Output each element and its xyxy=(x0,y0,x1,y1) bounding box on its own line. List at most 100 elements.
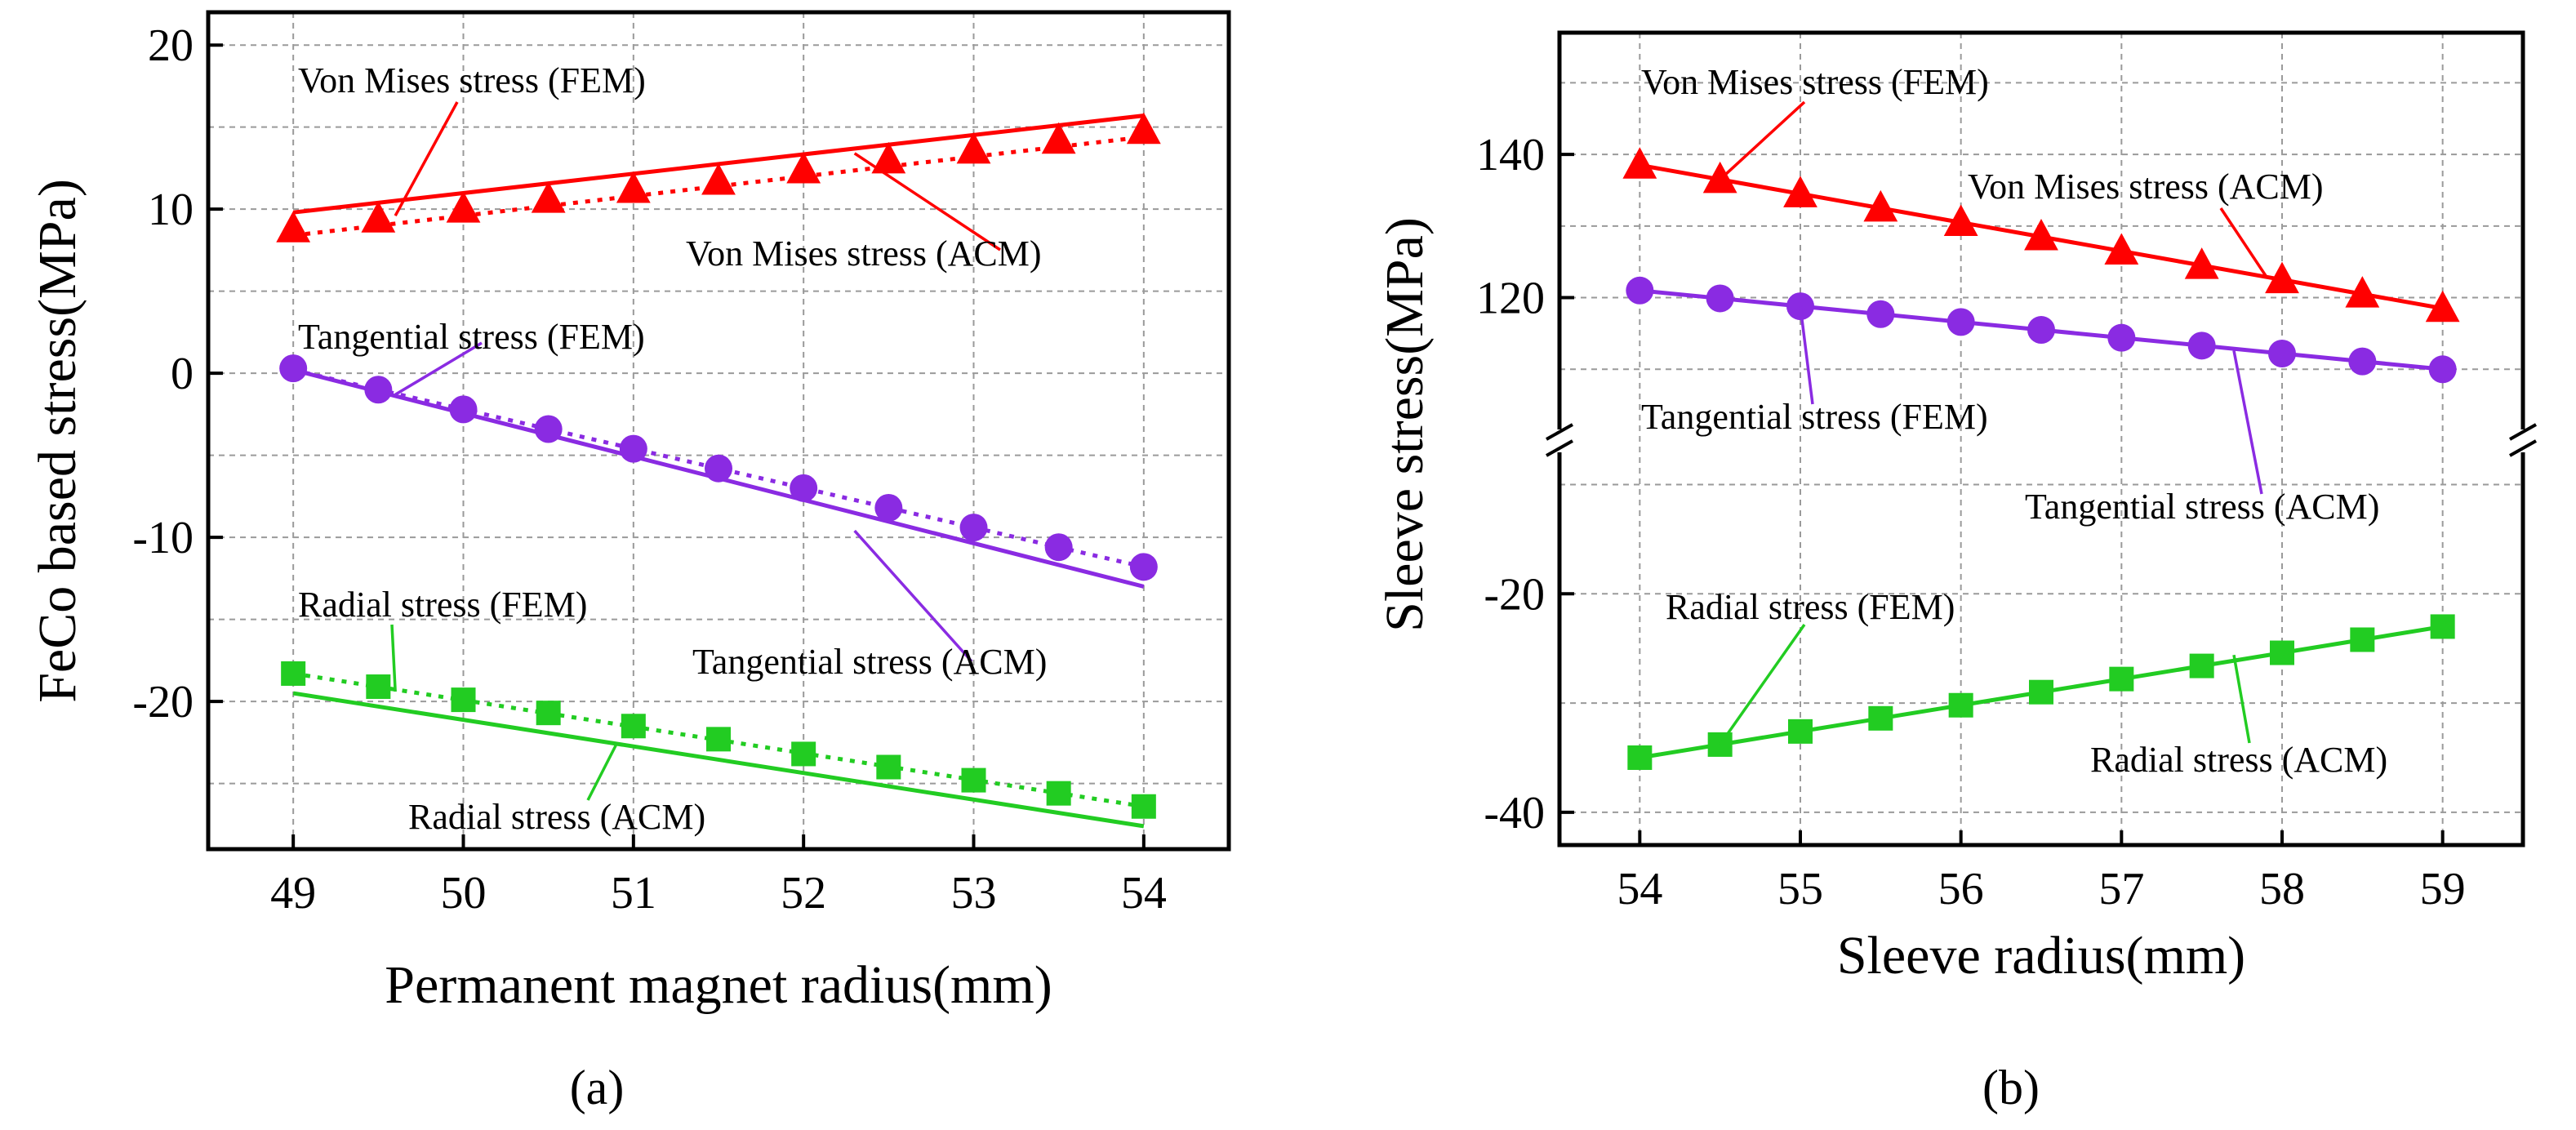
panel-a-von-mises-stress-fem-marker-8 xyxy=(956,131,991,164)
panel-a-annotations: Von Mises stress (FEM) Von Mises stress (… xyxy=(298,60,1047,837)
panel-a-annotation-label-5: Radial stress (ACM) xyxy=(408,797,705,837)
panel-a-tangential-stress-fem-marker-2 xyxy=(449,395,478,424)
panel-b-x-axis-title: Sleeve radius(mm) xyxy=(1837,926,2245,985)
panel-b-annotation-label-3: Tangential stress (ACM) xyxy=(2025,487,2379,527)
panel-a-tangential-stress-fem-marker-5 xyxy=(705,454,732,483)
panel-b-tangential-stress-fem-marker-8 xyxy=(2268,339,2296,367)
panel-a-radial-stress-fem-marker-2 xyxy=(451,687,476,713)
panel-b-tangential-stress-fem-marker-4 xyxy=(1946,308,1975,336)
panel-b-annotation-leader-2 xyxy=(1799,305,1814,405)
panel-b-tangential-stress-fem-marker-10 xyxy=(2428,355,2457,384)
panel-b-tangential-stress-fem-marker-1 xyxy=(1706,284,1734,313)
panel-b-tangential-stress-fem-marker-6 xyxy=(2107,323,2136,352)
panel-b-tangential-stress-fem-marker-5 xyxy=(2027,316,2055,345)
panel-a-radial-stress-fem-marker-1 xyxy=(366,674,391,700)
panel-a-tangential-stress-fem-marker-7 xyxy=(874,493,903,522)
panel-b-radial-stress-fem-marker-7 xyxy=(2189,653,2214,678)
panel-a-annotation-leader-0 xyxy=(394,101,459,217)
panel-b-von-mises-stress-fem-marker-6 xyxy=(2104,233,2139,265)
panel-b-von-mises-stress-fem-marker-10 xyxy=(2425,290,2460,323)
panel-b-annotation-leader-0 xyxy=(1719,100,1806,181)
panel-a-radial-stress-fem-marker-3 xyxy=(536,701,561,726)
panel-b-radial-stress-fem-marker-10 xyxy=(2430,614,2455,639)
panel-a-annotation-leader-1 xyxy=(853,152,1001,251)
panel-b-x-tick-label-5: 59 xyxy=(2420,864,2466,914)
panel-b-annotation-label-4: Radial stress (FEM) xyxy=(1666,587,1955,627)
panel-a-von-mises-stress-fem-marker-10 xyxy=(1126,112,1161,145)
panel-a-von-mises-stress-fem-marker-2 xyxy=(446,191,481,223)
panel-a-x-tick-label-0: 49 xyxy=(270,868,316,919)
panel-a-tangential-stress-fem-marker-9 xyxy=(1044,533,1073,562)
panel-a-y-tick-label-4: -20 xyxy=(132,677,194,727)
panel-a-annotation-label-2: Tangential stress (FEM) xyxy=(298,317,645,357)
panel-a-von-mises-stress-fem-marker-3 xyxy=(531,181,566,213)
panel-b-annotation-leader-1 xyxy=(2219,207,2267,278)
panel-a-x-tick-label-4: 53 xyxy=(951,868,997,919)
panel-b-radial-stress-fem-marker-9 xyxy=(2350,627,2375,652)
panel-b-tangential-stress-fem-marker-0 xyxy=(1626,276,1654,305)
panel-a-von-mises-stress-fem-marker-6 xyxy=(786,151,821,184)
panel-a-annotation-label-0: Von Mises stress (FEM) xyxy=(298,60,646,100)
panel-b-x-tick-label-1: 55 xyxy=(1777,864,1823,914)
panel-b-radial-stress-fem-marker-4 xyxy=(1948,692,1973,718)
panel-b-von-mises-stress-fem-marker-8 xyxy=(2265,261,2299,294)
panel-a-x-tick-label-2: 51 xyxy=(611,868,656,919)
panel-b-von-mises-stress-fem-marker-4 xyxy=(1943,204,1978,236)
panel-a-tangential-stress-fem-marker-8 xyxy=(959,514,988,542)
panel-a-y-tick-label-3: -10 xyxy=(132,513,194,563)
panel-a-tangential-stress-fem-marker-4 xyxy=(619,434,647,463)
panel-b-x-tick-label-3: 57 xyxy=(2098,864,2144,914)
panel-b-grid xyxy=(1559,33,2523,845)
panel-a-y-tick-label-2: 0 xyxy=(171,349,194,399)
panel-a-tangential-stress-fem-marker-1 xyxy=(364,376,393,404)
panel-b-von-mises-stress-fem-marker-5 xyxy=(2024,219,2058,251)
panel-b-y-tick-label-2: -20 xyxy=(1484,569,1545,620)
panel-a-plot-frame xyxy=(206,10,1231,852)
panel-a-annotation-label-4: Radial stress (FEM) xyxy=(298,585,587,625)
panel-b-annotation-label-2: Tangential stress (FEM) xyxy=(1641,397,1988,437)
panel-a-axes: 49 50 51 52 53 54 20 10 0 -10 -20 xyxy=(132,10,1231,919)
panel-b-annotations: Von Mises stress (FEM) Von Mises stress (… xyxy=(1641,62,2387,780)
panel-b-y-axis-title: Sleeve stress(MPa) xyxy=(1375,217,1435,632)
panel-a-annotation-label-3: Tangential stress (ACM) xyxy=(692,642,1047,682)
panel-a-x-axis-title: Permanent magnet radius(mm) xyxy=(385,955,1052,1015)
panel-a-radial-stress-fem-marker-10 xyxy=(1131,794,1156,819)
panel-b-series xyxy=(1622,147,2460,770)
panel-b-x-tick-label-2: 56 xyxy=(1938,864,1984,914)
panel-b-von-mises-stress-fem-marker-3 xyxy=(1863,189,1898,222)
panel-a-radial-stress-fem-marker-9 xyxy=(1046,781,1071,806)
panel-a-von-mises-stress-dotted xyxy=(292,135,1145,238)
panel-a-radial-stress-fem-marker-7 xyxy=(876,754,901,780)
panel-a-von-mises-stress-fem-marker-9 xyxy=(1041,122,1076,154)
panel-a-tangential-stress-fem-marker-6 xyxy=(790,474,818,502)
panel-a-y-tick-label-0: 20 xyxy=(148,20,194,71)
panel-b-tangential-stress-fem-marker-3 xyxy=(1866,300,1895,328)
panel-a-von-mises-stress-fem-marker-4 xyxy=(616,171,651,203)
panel-b-y-tick-label-0: 140 xyxy=(1476,130,1545,180)
panel-a-von-mises-stress-fem-marker-7 xyxy=(871,141,906,174)
panel-a-radial-stress-fem-marker-8 xyxy=(961,767,986,793)
panel-b-annotation-leader-3 xyxy=(2232,350,2263,495)
panel-a-x-tick-label-1: 50 xyxy=(441,868,487,919)
panel-b-annotation-leader-4 xyxy=(1719,623,1806,745)
panel-b-y-tick-label-1: 120 xyxy=(1476,274,1545,324)
panel-b-von-mises-stress-fem-marker-0 xyxy=(1622,147,1657,179)
panel-b-radial-stress-fem-marker-5 xyxy=(2029,679,2053,705)
panel-a-annotation-leader-4 xyxy=(390,624,397,692)
panel-a-tangential-stress-fem-marker-0 xyxy=(279,354,308,383)
panel-a-radial-stress-acm-line xyxy=(292,691,1145,829)
panel-b-tangential-stress-fem-marker-9 xyxy=(2348,347,2377,376)
panel-b-annotation-label-1: Von Mises stress (ACM) xyxy=(1968,167,2324,207)
panel-b-x-tick-label-4: 58 xyxy=(2259,864,2305,914)
panel-a-tangential-stress-fem-marker-10 xyxy=(1129,553,1158,581)
panel-a-x-tick-label-3: 52 xyxy=(781,868,826,919)
panel-b-axis-break-slash-0-a xyxy=(1546,423,1573,441)
panel-a-radial-stress-fem-marker-6 xyxy=(791,741,816,767)
panel-a-von-mises-stress-fem-marker-5 xyxy=(701,163,736,195)
panel-b-annotation-label-5: Radial stress (ACM) xyxy=(2090,740,2387,780)
panel-b-axes: 54 55 56 57 58 59 140 120 -20 -40 xyxy=(1476,30,2537,914)
panel-b-von-mises-stress-fem-marker-7 xyxy=(2184,247,2219,279)
panel-a-radial-stress-fem-marker-4 xyxy=(621,714,646,739)
panel-a-y-tick-label-1: 10 xyxy=(148,185,194,235)
panel-b-radial-stress-fem-marker-6 xyxy=(2109,666,2134,692)
